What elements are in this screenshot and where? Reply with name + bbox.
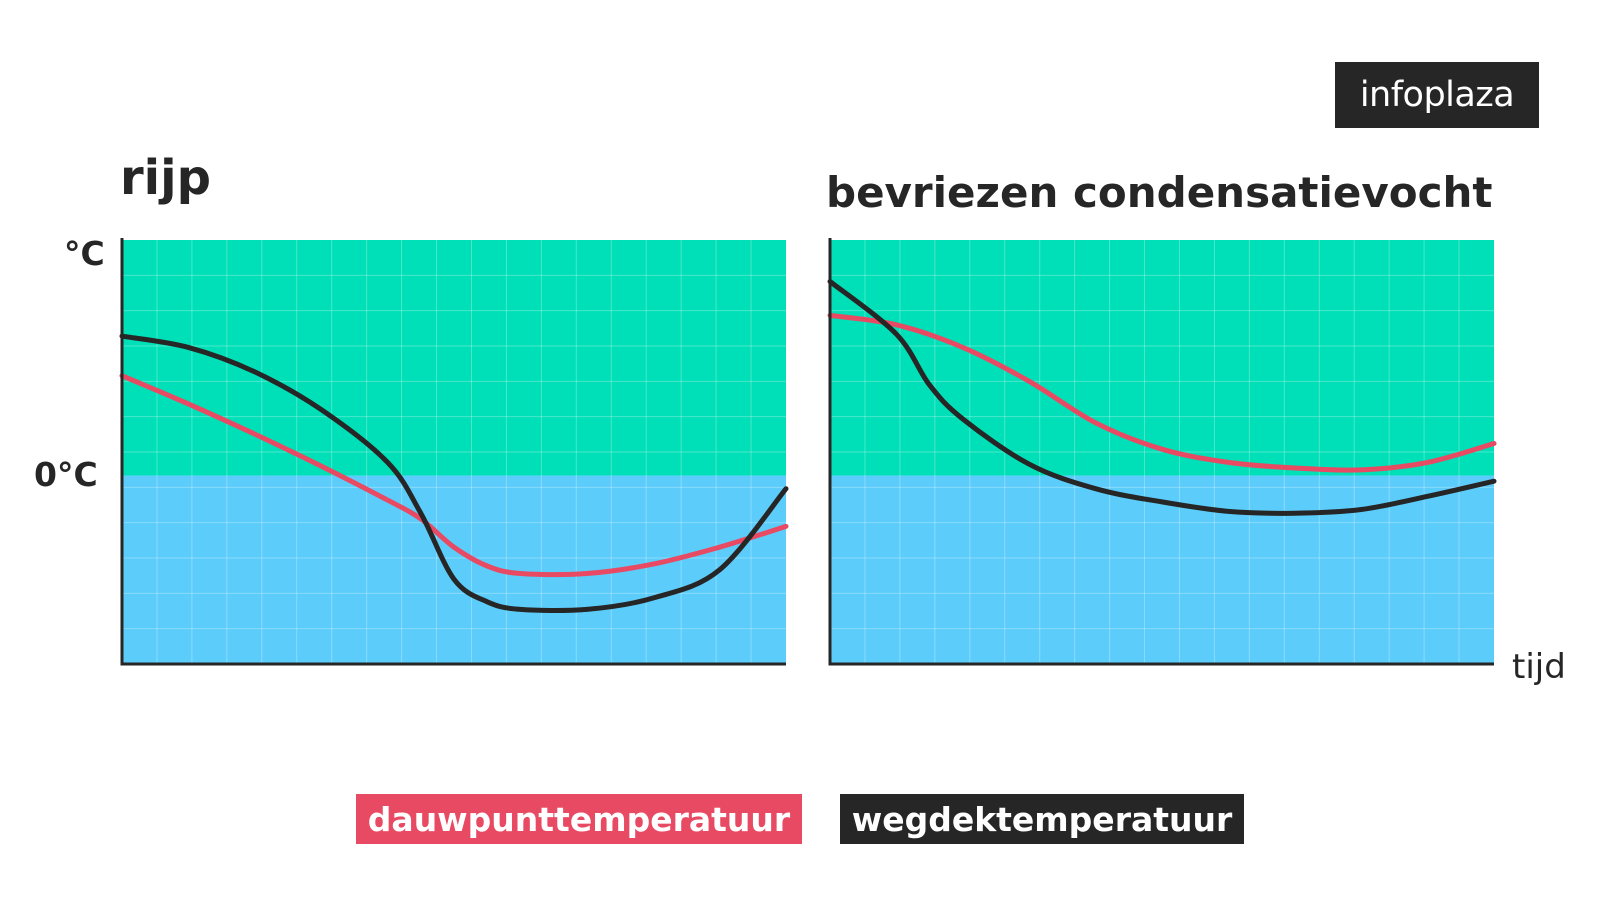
- series-line-dauwpunttemperatuur: [119, 373, 789, 578]
- grid: [122, 240, 786, 664]
- chart-title-condensatievocht: bevriezen condensatievocht: [826, 168, 1493, 217]
- legend-wegdektemperatuur: wegdektemperatuur: [840, 794, 1244, 844]
- grid: [830, 240, 1494, 664]
- series-line-wegdektemperatuur: [119, 333, 789, 614]
- y-axis-unit-label: °C: [64, 234, 105, 273]
- x-axis-time-label: tijd: [1512, 647, 1566, 687]
- chart-condensatievocht: [827, 238, 1497, 666]
- legend-dauwpunttemperatuur: dauwpunttemperatuur: [356, 794, 802, 844]
- series-line-dauwpunttemperatuur: [827, 312, 1497, 473]
- series-line-wegdektemperatuur: [827, 279, 1497, 516]
- chart-rijp: [119, 238, 789, 666]
- infoplaza-logo: infoplaza: [1335, 62, 1539, 128]
- below-zero-zone: [122, 475, 786, 664]
- zero-degree-label: 0°C: [34, 455, 98, 494]
- above-zero-zone: [122, 240, 786, 476]
- chart-title-rijp: rijp: [120, 150, 211, 206]
- above-zero-zone: [830, 240, 1494, 476]
